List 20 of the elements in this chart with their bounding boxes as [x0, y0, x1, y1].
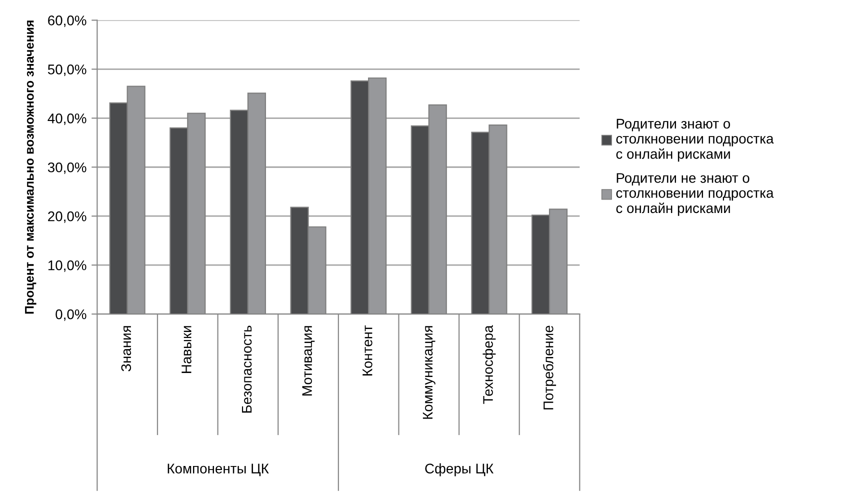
x-tick-label: Знания	[121, 326, 132, 372]
x-tick-label: Мотивация	[302, 326, 315, 396]
legend-label: Родители знают о столкновении подростка с онлайн рисками	[616, 118, 774, 162]
y-tick-label: 0,0%	[56, 309, 86, 321]
x-tick-label: Контент	[362, 325, 372, 376]
x-tick-label: Коммуникация	[422, 326, 436, 419]
x-tick-label: Навыки	[182, 326, 192, 373]
y-tick-label: 60,0%	[48, 16, 86, 28]
x-tick-label: Потребление	[542, 326, 556, 410]
x-tick-label: Техносфера	[482, 325, 496, 404]
y-tick-label: 50,0%	[48, 64, 86, 76]
text: Сферы ЦК	[425, 463, 494, 476]
y-axis-title: Процент от максимально возможного значения	[25, 20, 36, 314]
y-tick-label: 40,0%	[48, 113, 86, 125]
y-tick-label: 30,0%	[48, 162, 86, 174]
x-tick-label: Безопасность	[242, 326, 252, 413]
y-tick-label: 10,0%	[48, 260, 86, 272]
legend-label: Родители не знают о столкновении подростка с онлайн рисками	[616, 173, 774, 216]
y-tick-label: 20,0%	[48, 211, 86, 223]
text: Компоненты ЦК	[168, 464, 269, 476]
